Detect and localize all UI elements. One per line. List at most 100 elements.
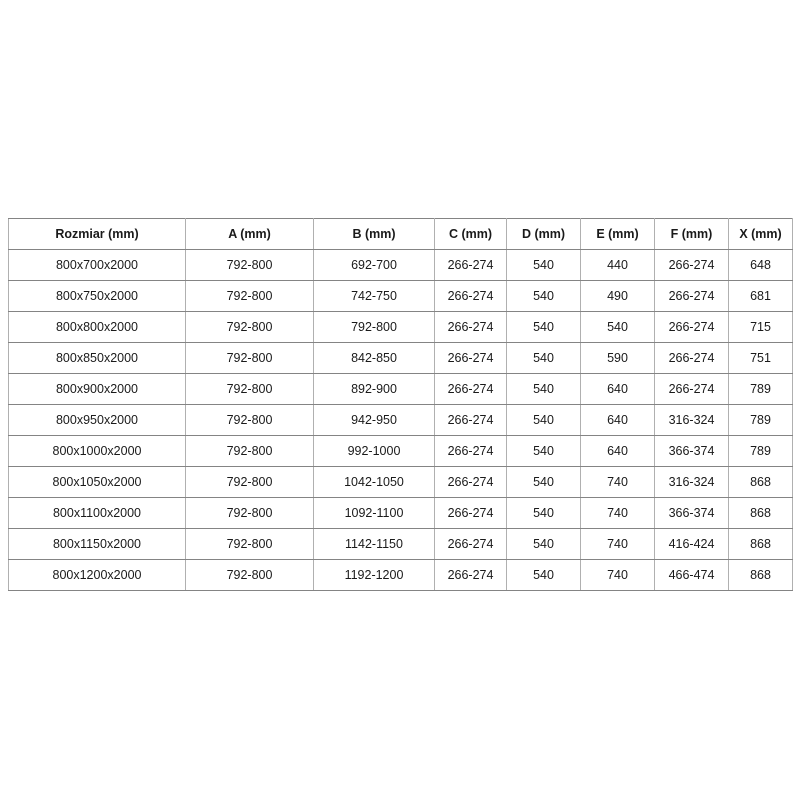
column-header-size: Rozmiar (mm) (8, 218, 186, 250)
cell-a: 792-800 (185, 559, 314, 591)
cell-d: 540 (506, 466, 581, 498)
cell-d: 540 (506, 435, 581, 467)
cell-size: 800x1200x2000 (8, 559, 186, 591)
cell-x: 715 (728, 311, 793, 343)
cell-c: 266-274 (434, 342, 507, 374)
cell-f: 316-324 (654, 466, 729, 498)
cell-d: 540 (506, 373, 581, 405)
cell-a: 792-800 (185, 249, 314, 281)
cell-b: 1192-1200 (313, 559, 435, 591)
cell-x: 789 (728, 373, 793, 405)
cell-x: 648 (728, 249, 793, 281)
cell-x: 751 (728, 342, 793, 374)
cell-f: 366-374 (654, 497, 729, 529)
table-row: 800x1200x2000 792-800 1192-1200 266-274 540 7… (8, 559, 793, 591)
cell-e: 640 (580, 404, 655, 436)
cell-e: 740 (580, 466, 655, 498)
cell-d: 540 (506, 559, 581, 591)
cell-c: 266-274 (434, 497, 507, 529)
cell-f: 316-324 (654, 404, 729, 436)
table-row: 800x950x2000 792-800 942-950 266-274 540 640 3… (8, 404, 793, 436)
column-header-x: X (mm) (728, 218, 793, 250)
cell-size: 800x1000x2000 (8, 435, 186, 467)
cell-a: 792-800 (185, 342, 314, 374)
table-header: Rozmiar (mm) A (mm) B (mm) C (mm) D (mm)… (8, 218, 793, 250)
cell-a: 792-800 (185, 435, 314, 467)
cell-f: 266-274 (654, 373, 729, 405)
cell-size: 800x700x2000 (8, 249, 186, 281)
cell-b: 842-850 (313, 342, 435, 374)
cell-f: 266-274 (654, 249, 729, 281)
cell-c: 266-274 (434, 249, 507, 281)
table-row: 800x800x2000 792-800 792-800 266-274 540 540 2… (8, 311, 793, 343)
cell-c: 266-274 (434, 466, 507, 498)
cell-f: 266-274 (654, 311, 729, 343)
cell-size: 800x1050x2000 (8, 466, 186, 498)
cell-a: 792-800 (185, 466, 314, 498)
cell-d: 540 (506, 311, 581, 343)
cell-e: 740 (580, 559, 655, 591)
column-header-c: C (mm) (434, 218, 507, 250)
cell-size: 800x900x2000 (8, 373, 186, 405)
cell-size: 800x1100x2000 (8, 497, 186, 529)
cell-b: 942-950 (313, 404, 435, 436)
cell-d: 540 (506, 497, 581, 529)
cell-a: 792-800 (185, 528, 314, 560)
cell-c: 266-274 (434, 528, 507, 560)
cell-size: 800x750x2000 (8, 280, 186, 312)
cell-d: 540 (506, 249, 581, 281)
specification-table: Rozmiar (mm) A (mm) B (mm) C (mm) D (mm)… (8, 218, 793, 591)
table-row: 800x1100x2000 792-800 1092-1100 266-274 540 7… (8, 497, 793, 529)
cell-e: 540 (580, 311, 655, 343)
table-body: 800x700x2000 792-800 692-700 266-274 540 440 2… (8, 249, 793, 591)
cell-x: 868 (728, 559, 793, 591)
cell-x: 789 (728, 404, 793, 436)
cell-x: 868 (728, 497, 793, 529)
cell-a: 792-800 (185, 404, 314, 436)
cell-d: 540 (506, 404, 581, 436)
cell-e: 640 (580, 435, 655, 467)
cell-f: 466-474 (654, 559, 729, 591)
table-row: 800x750x2000 792-800 742-750 266-274 540 490 2… (8, 280, 793, 312)
cell-b: 1142-1150 (313, 528, 435, 560)
cell-d: 540 (506, 528, 581, 560)
table-row: 800x1000x2000 792-800 992-1000 266-274 540 64… (8, 435, 793, 467)
cell-b: 692-700 (313, 249, 435, 281)
table-row: 800x850x2000 792-800 842-850 266-274 540 590 2… (8, 342, 793, 374)
cell-a: 792-800 (185, 373, 314, 405)
cell-e: 640 (580, 373, 655, 405)
cell-b: 892-900 (313, 373, 435, 405)
cell-c: 266-274 (434, 373, 507, 405)
specification-table-container: Rozmiar (mm) A (mm) B (mm) C (mm) D (mm)… (8, 218, 793, 591)
cell-c: 266-274 (434, 311, 507, 343)
cell-a: 792-800 (185, 280, 314, 312)
cell-e: 740 (580, 497, 655, 529)
cell-e: 490 (580, 280, 655, 312)
cell-size: 800x950x2000 (8, 404, 186, 436)
table-row: 800x1150x2000 792-800 1142-1150 266-274 540 7… (8, 528, 793, 560)
column-header-e: E (mm) (580, 218, 655, 250)
cell-f: 266-274 (654, 342, 729, 374)
column-header-d: D (mm) (506, 218, 581, 250)
cell-e: 590 (580, 342, 655, 374)
cell-size: 800x800x2000 (8, 311, 186, 343)
table-row: 800x700x2000 792-800 692-700 266-274 540 440 2… (8, 249, 793, 281)
cell-x: 868 (728, 528, 793, 560)
cell-b: 742-750 (313, 280, 435, 312)
cell-a: 792-800 (185, 311, 314, 343)
cell-c: 266-274 (434, 435, 507, 467)
cell-f: 416-424 (654, 528, 729, 560)
cell-a: 792-800 (185, 497, 314, 529)
cell-c: 266-274 (434, 404, 507, 436)
cell-x: 868 (728, 466, 793, 498)
cell-x: 681 (728, 280, 793, 312)
table-row: 800x900x2000 792-800 892-900 266-274 540 640 2… (8, 373, 793, 405)
cell-e: 440 (580, 249, 655, 281)
cell-b: 1092-1100 (313, 497, 435, 529)
cell-c: 266-274 (434, 280, 507, 312)
cell-b: 792-800 (313, 311, 435, 343)
table-header-row: Rozmiar (mm) A (mm) B (mm) C (mm) D (mm)… (8, 218, 793, 250)
column-header-f: F (mm) (654, 218, 729, 250)
cell-b: 1042-1050 (313, 466, 435, 498)
cell-f: 366-374 (654, 435, 729, 467)
